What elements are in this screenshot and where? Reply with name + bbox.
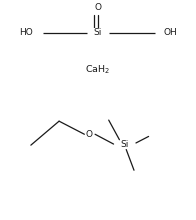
Text: HO: HO — [19, 28, 33, 37]
Text: O: O — [86, 130, 93, 139]
Text: O: O — [94, 3, 102, 12]
Text: Si: Si — [120, 139, 128, 148]
Text: CaH$_2$: CaH$_2$ — [85, 64, 111, 76]
Text: Si: Si — [94, 28, 102, 37]
Text: OH: OH — [163, 28, 177, 37]
